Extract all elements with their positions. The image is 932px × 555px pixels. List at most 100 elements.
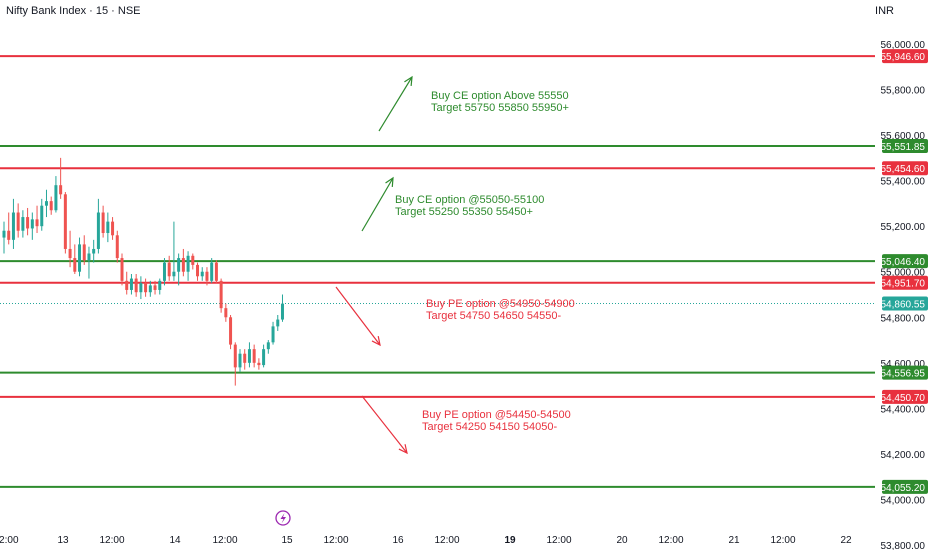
candle-body[interactable]: [257, 362, 261, 366]
price-tick-label: 53,800.00: [881, 541, 926, 550]
candle-body[interactable]: [262, 349, 266, 366]
candle-body[interactable]: [82, 244, 86, 261]
candle-body[interactable]: [49, 201, 53, 211]
candle-body[interactable]: [233, 344, 237, 368]
candle-body[interactable]: [148, 285, 152, 293]
arrow-down-2-head: [398, 444, 408, 455]
price-badge: [882, 254, 928, 269]
candle-body[interactable]: [214, 262, 218, 281]
candle-body[interactable]: [224, 308, 228, 318]
candle-body[interactable]: [35, 219, 39, 227]
candle-body[interactable]: [68, 248, 72, 259]
candle-body[interactable]: [26, 217, 30, 229]
time-tick-label: 19: [504, 535, 516, 546]
candle-body[interactable]: [44, 201, 48, 206]
candle-body[interactable]: [134, 278, 138, 293]
candle-body[interactable]: [101, 212, 105, 234]
price-badge: [882, 161, 928, 176]
candle-body[interactable]: [219, 280, 223, 309]
time-tick-label: 16: [392, 535, 404, 546]
price-badge-label: 54,556.95: [881, 369, 926, 380]
candle-body[interactable]: [200, 271, 204, 277]
candle-body[interactable]: [158, 280, 162, 290]
candle-body[interactable]: [73, 258, 77, 272]
candle-body[interactable]: [191, 255, 195, 265]
arrow-up-2: [361, 177, 394, 232]
candle-body[interactable]: [238, 353, 242, 368]
candle-body[interactable]: [7, 230, 11, 240]
candle-body[interactable]: [21, 217, 25, 231]
candle-body[interactable]: [196, 264, 200, 277]
candle-body[interactable]: [181, 258, 185, 272]
candle-body[interactable]: [63, 194, 67, 249]
candle-body[interactable]: [276, 319, 280, 327]
price-badges: 55,946.60 55,551.85 55,454.60 55,046.40 54,9…: [881, 49, 928, 494]
candle-body[interactable]: [167, 262, 171, 277]
time-tick-label: 14: [169, 535, 181, 546]
candle-body[interactable]: [115, 235, 119, 259]
annotation-line: Buy PE option @54950-54900: [426, 298, 575, 310]
candle-body[interactable]: [205, 271, 209, 281]
time-axis: 12:00 13 12:00 14 12:00 15 12:00 16 12:00 19 12:00…: [0, 535, 852, 546]
annotation-line: Target 54250 54150 54050-: [422, 421, 558, 433]
price-tick-label: 55,800.00: [881, 86, 926, 97]
candle-body[interactable]: [129, 278, 133, 290]
time-tick-label: 22: [840, 535, 852, 546]
annotation-line: Buy PE option @54450-54500: [422, 409, 571, 421]
candle-body[interactable]: [30, 219, 34, 229]
candle-body[interactable]: [243, 353, 247, 363]
candle-body[interactable]: [210, 262, 214, 281]
candle-body[interactable]: [54, 185, 58, 211]
candle-body[interactable]: [186, 255, 190, 272]
candle-body[interactable]: [139, 283, 143, 293]
candle-body[interactable]: [162, 262, 166, 281]
candle-body[interactable]: [120, 258, 124, 281]
candle-body[interactable]: [172, 271, 176, 277]
candle-body[interactable]: [40, 205, 44, 227]
candle-body[interactable]: [92, 248, 96, 254]
price-badge: [882, 49, 928, 64]
annotation-text-0: Buy CE option Above 55550 Target 55750 55…: [431, 90, 569, 114]
annotation-text-3: Buy PE option @54450-54500 Target 54250 5…: [422, 409, 571, 433]
candle-body[interactable]: [106, 221, 110, 234]
candle-body[interactable]: [59, 185, 63, 195]
arrow-up-1-head: [404, 75, 413, 87]
annotation-line: Target 55250 55350 55450+: [395, 206, 533, 218]
candle-body[interactable]: [280, 303, 284, 320]
candle-body[interactable]: [125, 280, 129, 290]
price-tick-label: 54,800.00: [881, 313, 926, 324]
annotation-text-2: Buy PE option @54950-54900 Target 54750 5…: [426, 298, 575, 322]
price-badge-label: 55,551.85: [881, 142, 926, 153]
trade-annotations: Buy CE option Above 55550 Target 55750 55…: [395, 90, 575, 433]
candle-body[interactable]: [266, 342, 270, 350]
currency-label[interactable]: INR: [875, 5, 894, 17]
candle-body[interactable]: [11, 212, 15, 240]
candle-body[interactable]: [144, 283, 148, 293]
annotation-text-1: Buy CE option @55050-55100 Target 55250 5…: [395, 194, 544, 218]
flash-icon[interactable]: [275, 510, 291, 526]
candle-body[interactable]: [247, 349, 251, 363]
candle-body[interactable]: [177, 258, 181, 272]
candle-body[interactable]: [78, 244, 82, 272]
arrow-up-1: [378, 76, 413, 132]
price-axis: 56,000.00 55,800.00 55,600.00 55,400.00 55,2…: [881, 40, 926, 552]
candle-body[interactable]: [229, 317, 233, 345]
arrow-down-1: [335, 286, 381, 346]
candle-body[interactable]: [87, 253, 91, 261]
price-tick-label: 56,000.00: [881, 40, 926, 51]
time-tick-label: 20: [616, 535, 628, 546]
candle-body[interactable]: [271, 326, 275, 343]
time-tick-label: 15: [281, 535, 293, 546]
candle-body[interactable]: [153, 285, 157, 290]
price-tick-label: 55,600.00: [881, 131, 926, 142]
candle-body[interactable]: [16, 212, 20, 231]
candle-body[interactable]: [252, 349, 256, 363]
candle-body[interactable]: [96, 212, 100, 249]
candlestick-series: [2, 157, 284, 386]
time-tick-label: 13: [57, 535, 69, 546]
arrow-down-1-head: [371, 336, 381, 347]
candle-body[interactable]: [2, 230, 6, 238]
candle-body[interactable]: [111, 221, 115, 236]
